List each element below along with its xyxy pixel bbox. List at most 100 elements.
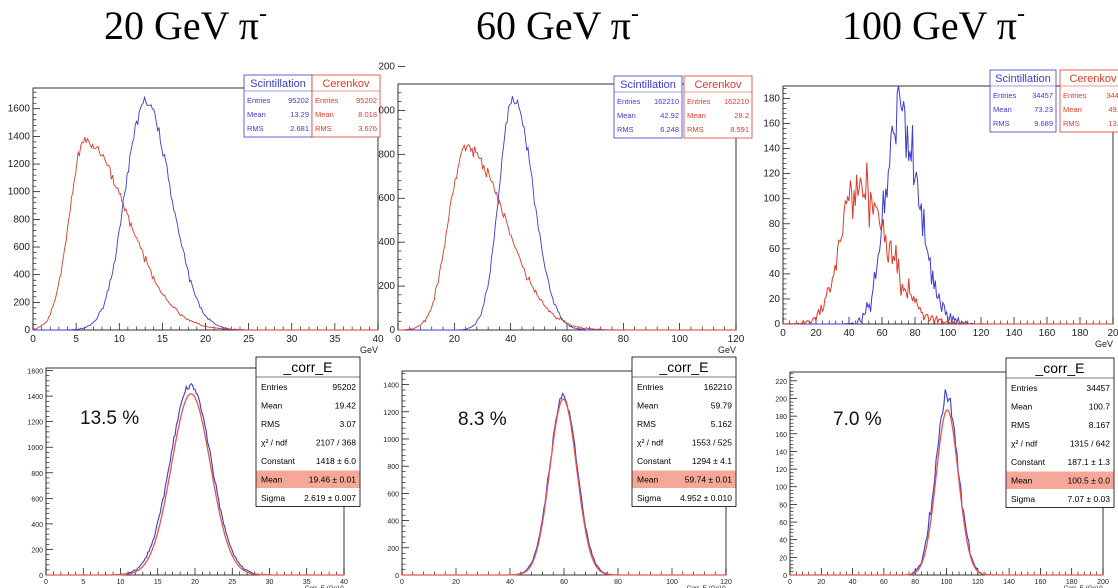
stats-box-frame <box>311 74 381 138</box>
y-tick-label: 1000 <box>8 187 31 198</box>
y-tick-label: 1400 <box>383 383 399 390</box>
x-tick-label: 30 <box>266 579 274 586</box>
stats-label: Mean <box>687 111 706 120</box>
stats-value: 3.676 <box>358 124 377 133</box>
y-tick-label: 140 <box>763 144 780 155</box>
x-tick-label: 60 <box>560 579 568 586</box>
x-tick-label: 60 <box>561 334 573 345</box>
stats-value: 59.79 <box>711 401 733 411</box>
gaussian-fit-curve <box>402 398 726 576</box>
stats-value: 1315 / 642 <box>1070 439 1110 449</box>
stats-label: RMS <box>1011 420 1030 430</box>
cerenkov-stats-box: Cerenkov Entries 3445 Mean 49.0 RMS 13.2 <box>1059 69 1118 133</box>
stats-value: 95202 <box>288 96 309 105</box>
x-tick-label: 40 <box>505 334 517 345</box>
resolution-label: 13.5 % <box>80 408 139 429</box>
stats-label: Mean <box>993 105 1012 114</box>
stats-label: RMS <box>247 124 264 133</box>
x-tick-label: 15 <box>157 334 169 345</box>
stats-label: Mean <box>1063 105 1082 114</box>
y-tick-label: 180 <box>763 94 780 105</box>
scintillation-stats-box: Scintillation Entries 95202 Mean 13.29 RMS 2.6… <box>243 74 313 138</box>
stats-value: 73.23 <box>1034 105 1053 114</box>
stats-label: Entries <box>687 97 711 106</box>
stats-value: 6.248 <box>660 125 679 134</box>
y-tick-label: 800 <box>13 214 30 225</box>
x-tick-label: 25 <box>228 579 236 586</box>
stats-label: Entries <box>1011 383 1037 393</box>
x-tick-label: 0 <box>395 334 401 345</box>
stats-label: RMS <box>637 419 656 429</box>
x-tick-label: 0 <box>780 328 786 339</box>
x-tick-label: 20 <box>191 579 199 586</box>
x-tick-label: 15 <box>154 579 162 586</box>
y-tick-label: 60 <box>779 520 787 527</box>
title-60gev: 60 GeV π- <box>476 0 639 48</box>
x-tick-label: 100 <box>671 334 688 345</box>
stats-value: 2.681 <box>290 124 309 133</box>
x-tick-label: 0 <box>400 579 404 586</box>
x-tick-label: 180 <box>1072 328 1089 339</box>
y-tick-label: 0 <box>783 573 787 580</box>
scintillation-stats-box: Scintillation Entries 162210 Mean 42.92 RMS 6.… <box>613 75 683 139</box>
x-tick-label: 10 <box>114 334 126 345</box>
x-tick-label: 120 <box>720 579 732 586</box>
cerenkov-stats-box: Cerenkov Entries 162210 Mean 28.2 RMS 8.591 <box>683 75 753 139</box>
y-tick-label: 20 <box>779 555 787 562</box>
stats-label: Entries <box>315 96 339 105</box>
stats-label: Constant <box>261 456 296 466</box>
y-tick-label: 0 <box>389 325 395 336</box>
y-tick-label: 1200 <box>27 420 43 427</box>
x-tick-label: 140 <box>1006 328 1023 339</box>
stats-box-title: Cerenkov <box>1069 73 1117 85</box>
x-tick-label: 35 <box>303 579 311 586</box>
y-tick-label: 160 <box>775 432 787 439</box>
stats-value: 7.07 ± 0.03 <box>1068 494 1111 504</box>
stats-label: Entries <box>247 96 271 105</box>
stats-value: 49.0 <box>1108 105 1118 114</box>
stats-label: RMS <box>315 124 332 133</box>
y-tick-label: 400 <box>31 522 43 529</box>
y-tick-label: 0 <box>395 573 399 580</box>
stats-box-frame <box>243 74 313 138</box>
stats-value: 13.2 <box>1108 119 1118 128</box>
resolution-label: 7.0 % <box>833 409 882 430</box>
stats-value: 19.46 ± 0.01 <box>309 475 356 485</box>
stats-box-title: _corr_E <box>1034 360 1084 376</box>
stats-label: Mean <box>247 110 266 119</box>
stats-value: 5.162 <box>711 419 733 429</box>
stats-value: 19.42 <box>335 401 357 411</box>
cerenkov-curve <box>32 136 378 331</box>
x-tick-label: 20 <box>817 579 825 586</box>
stats-value: 100.7 <box>1089 402 1111 412</box>
stats-box-title: Cerenkov <box>322 78 370 90</box>
panel-5: 0 20 40 60 80 100 120Corr. E (GeV) 0 200 400 600 80… <box>383 356 737 588</box>
stats-label: χ² / ndf <box>261 438 288 448</box>
highlighted-row <box>256 470 360 488</box>
stats-label: RMS <box>687 125 704 134</box>
y-tick-label: 800 <box>31 471 43 478</box>
x-tick-label: 20 <box>449 334 461 345</box>
x-tick-label: 0 <box>788 579 792 586</box>
gaussian-fit-curve <box>790 409 1103 576</box>
y-tick-label: 1600 <box>8 104 31 115</box>
x-tick-label: 35 <box>329 334 341 345</box>
stats-value: 162210 <box>654 97 679 106</box>
y-tick-label: 120 <box>775 467 787 474</box>
x-tick-label: 20 <box>810 328 822 339</box>
stats-value: 187.1 ± 1.3 <box>1068 457 1111 467</box>
stats-label: Sigma <box>637 493 661 503</box>
x-tick-label: 40 <box>843 328 855 339</box>
y-tick-label: 100 <box>763 194 780 205</box>
stats-label: χ² / ndf <box>1011 439 1038 449</box>
stats-label: Sigma <box>261 493 285 503</box>
y-tick-label: 200 <box>378 281 395 292</box>
y-tick-label: 600 <box>13 242 30 253</box>
panel-4: 0 5 10 15 20 25 30 35 40Corr. E (GeV) 0 200 400 600 8… <box>27 356 361 588</box>
stats-value: 34457 <box>1086 383 1110 393</box>
fit-stats-box: _corr_E Entries 34457 Mean 100.7 RMS 8.167 χ² /… <box>1005 357 1115 508</box>
stats-box-title: Cerenkov <box>694 79 742 91</box>
x-tick-label: 0 <box>44 579 48 586</box>
x-tick-label: 140 <box>1003 579 1015 586</box>
